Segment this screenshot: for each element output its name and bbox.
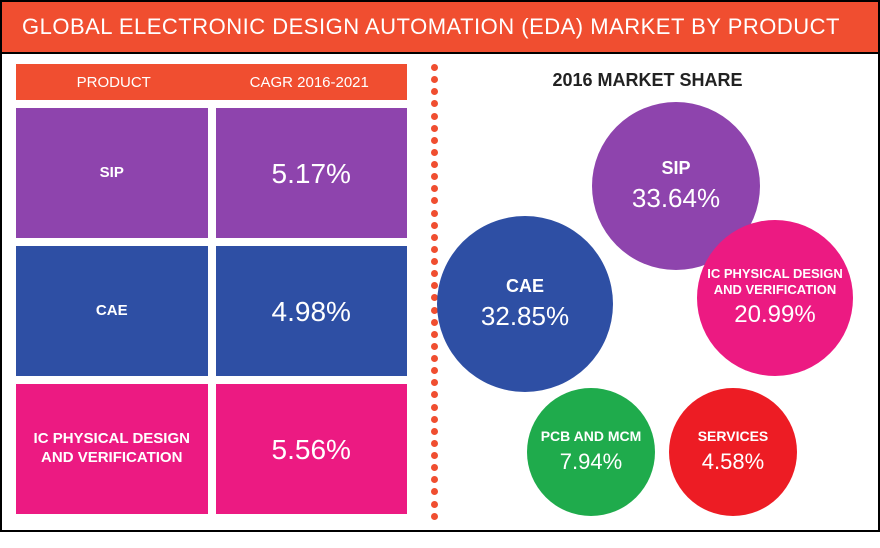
cagr-tile: 5.17% — [216, 108, 408, 238]
table-header-cagr: CAGR 2016-2021 — [212, 74, 408, 91]
table-header-product: PRODUCT — [16, 74, 212, 91]
bubble-value: 20.99% — [734, 301, 815, 330]
table-header: PRODUCT CAGR 2016-2021 — [16, 64, 407, 100]
product-tile: IC PHYSICAL DESIGN AND VERIFICATION — [16, 384, 208, 514]
market-share-bubble: CAE 32.85% — [437, 216, 613, 392]
product-tile: CAE — [16, 246, 208, 376]
market-share-panel: 2016 MARKET SHARE SIP33.64%CAE32.85%IC P… — [417, 54, 878, 530]
product-tile: SIP — [16, 108, 208, 238]
table-row: CAE4.98% — [16, 246, 407, 376]
cagr-tile: 4.98% — [216, 246, 408, 376]
bubble-label: IC PHYSICAL DESIGN AND VERIFICATION — [697, 266, 853, 297]
bubble-value: 7.94% — [560, 449, 622, 475]
table-row: SIP5.17% — [16, 108, 407, 238]
bubble-value: 33.64% — [632, 183, 720, 214]
bubble-label: CAE — [498, 276, 552, 298]
cagr-table: PRODUCT CAGR 2016-2021 SIP5.17%CAE4.98%I… — [2, 54, 417, 530]
page-title: GLOBAL ELECTRONIC DESIGN AUTOMATION (EDA… — [2, 2, 878, 54]
market-share-bubble: PCB AND MCM 7.94% — [527, 388, 655, 516]
market-share-bubble: SERVICES 4.58% — [669, 388, 797, 516]
bubble-label: PCB AND MCM — [533, 428, 650, 445]
market-share-bubble: IC PHYSICAL DESIGN AND VERIFICATION 20.99… — [697, 220, 853, 376]
table-row: IC PHYSICAL DESIGN AND VERIFICATION5.56% — [16, 384, 407, 514]
cagr-tile: 5.56% — [216, 384, 408, 514]
bubble-label: SERVICES — [690, 428, 777, 445]
content-area: PRODUCT CAGR 2016-2021 SIP5.17%CAE4.98%I… — [2, 54, 878, 530]
bubble-value: 32.85% — [481, 301, 569, 332]
bubble-label: SIP — [653, 158, 698, 180]
bubble-value: 4.58% — [702, 449, 764, 475]
bubble-chart: SIP 33.64% CAE 32.85% IC PHYSICAL DESIGN AND… — [417, 88, 878, 548]
